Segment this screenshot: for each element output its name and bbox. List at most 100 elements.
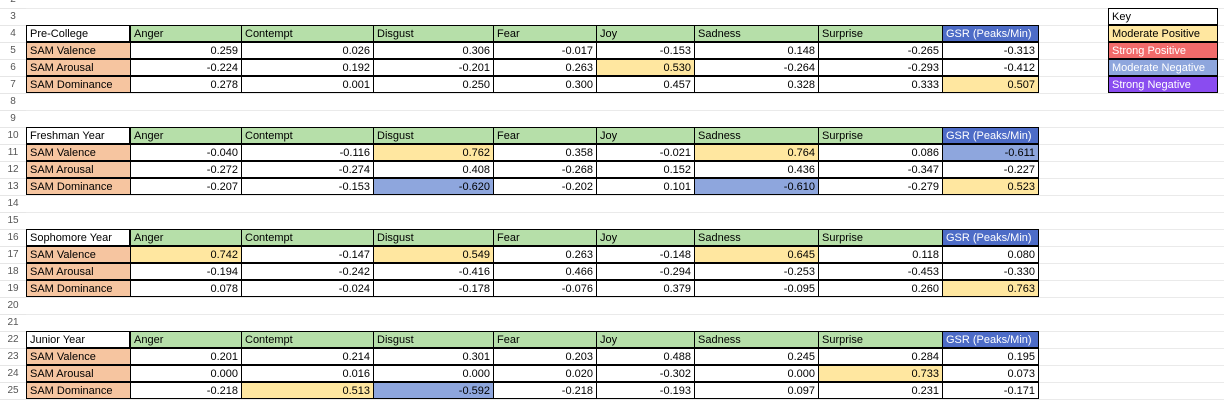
row-header[interactable]: 5 bbox=[0, 42, 26, 60]
data-cell[interactable]: -0.224 bbox=[130, 59, 242, 76]
data-cell[interactable]: 0.231 bbox=[818, 382, 943, 399]
column-header[interactable]: Joy bbox=[596, 127, 695, 144]
data-cell[interactable]: 0.080 bbox=[942, 246, 1039, 263]
column-header[interactable]: Disgust bbox=[373, 331, 494, 348]
data-cell[interactable]: 0.016 bbox=[241, 365, 374, 382]
data-cell[interactable]: -0.153 bbox=[596, 42, 695, 59]
column-header[interactable]: Surprise bbox=[818, 25, 943, 42]
data-cell[interactable]: 0.530 bbox=[596, 59, 695, 76]
row-header[interactable]: 20 bbox=[0, 297, 26, 315]
column-header[interactable]: Surprise bbox=[818, 331, 943, 348]
row-label[interactable]: SAM Arousal bbox=[26, 263, 131, 280]
row-label[interactable]: SAM Arousal bbox=[26, 59, 131, 76]
data-cell[interactable]: 0.507 bbox=[942, 76, 1039, 93]
data-cell[interactable]: -0.611 bbox=[942, 144, 1039, 161]
data-cell[interactable]: 0.263 bbox=[493, 59, 597, 76]
row-label[interactable]: SAM Dominance bbox=[26, 280, 131, 297]
data-cell[interactable]: -0.017 bbox=[493, 42, 597, 59]
data-cell[interactable]: -0.178 bbox=[373, 280, 494, 297]
row-label[interactable]: SAM Valence bbox=[26, 246, 131, 263]
row-header[interactable]: 11 bbox=[0, 144, 26, 162]
column-header[interactable]: Fear bbox=[493, 331, 597, 348]
data-cell[interactable]: -0.218 bbox=[130, 382, 242, 399]
column-header[interactable]: Contempt bbox=[241, 331, 374, 348]
column-header[interactable]: Anger bbox=[130, 127, 242, 144]
data-cell[interactable]: 0.250 bbox=[373, 76, 494, 93]
data-cell[interactable]: -0.116 bbox=[241, 144, 374, 161]
key-item[interactable]: Moderate Negative bbox=[1108, 59, 1218, 76]
column-header[interactable]: Anger bbox=[130, 25, 242, 42]
data-cell[interactable]: 0.436 bbox=[694, 161, 819, 178]
data-cell[interactable]: 0.000 bbox=[373, 365, 494, 382]
column-header[interactable]: Disgust bbox=[373, 229, 494, 246]
row-header[interactable]: 10 bbox=[0, 127, 26, 145]
data-cell[interactable]: -0.253 bbox=[694, 263, 819, 280]
data-cell[interactable]: 0.379 bbox=[596, 280, 695, 297]
data-cell[interactable]: -0.147 bbox=[241, 246, 374, 263]
data-cell[interactable]: -0.416 bbox=[373, 263, 494, 280]
data-cell[interactable]: 0.764 bbox=[694, 144, 819, 161]
data-cell[interactable]: -0.293 bbox=[818, 59, 943, 76]
data-cell[interactable]: -0.610 bbox=[694, 178, 819, 195]
column-header[interactable]: Sadness bbox=[694, 25, 819, 42]
data-cell[interactable]: 0.358 bbox=[493, 144, 597, 161]
data-cell[interactable]: 0.097 bbox=[694, 382, 819, 399]
data-cell[interactable]: 0.152 bbox=[596, 161, 695, 178]
row-label[interactable]: SAM Arousal bbox=[26, 365, 131, 382]
row-header[interactable]: 19 bbox=[0, 280, 26, 298]
data-cell[interactable]: 0.284 bbox=[818, 348, 943, 365]
data-cell[interactable]: 0.260 bbox=[818, 280, 943, 297]
column-header[interactable]: GSR (Peaks/Min) bbox=[942, 127, 1039, 144]
row-header[interactable]: 22 bbox=[0, 331, 26, 349]
data-cell[interactable]: -0.194 bbox=[130, 263, 242, 280]
row-label[interactable]: SAM Dominance bbox=[26, 178, 131, 195]
data-cell[interactable]: 0.078 bbox=[130, 280, 242, 297]
row-header[interactable]: 6 bbox=[0, 59, 26, 77]
row-label[interactable]: SAM Valence bbox=[26, 348, 131, 365]
row-header[interactable]: 7 bbox=[0, 76, 26, 94]
data-cell[interactable]: 0.328 bbox=[694, 76, 819, 93]
key-item[interactable]: Moderate Positive bbox=[1108, 25, 1218, 42]
row-header[interactable]: 2 bbox=[0, 0, 26, 9]
data-cell[interactable]: -0.148 bbox=[596, 246, 695, 263]
data-cell[interactable]: -0.592 bbox=[373, 382, 494, 399]
column-header[interactable]: Fear bbox=[493, 127, 597, 144]
data-cell[interactable]: 0.001 bbox=[241, 76, 374, 93]
row-header[interactable]: 16 bbox=[0, 229, 26, 247]
data-cell[interactable]: -0.095 bbox=[694, 280, 819, 297]
data-cell[interactable]: 0.203 bbox=[493, 348, 597, 365]
column-header[interactable]: Fear bbox=[493, 25, 597, 42]
column-header[interactable]: GSR (Peaks/Min) bbox=[942, 229, 1039, 246]
data-cell[interactable]: -0.412 bbox=[942, 59, 1039, 76]
data-cell[interactable]: 0.488 bbox=[596, 348, 695, 365]
column-header[interactable]: Joy bbox=[596, 331, 695, 348]
data-cell[interactable]: -0.453 bbox=[818, 263, 943, 280]
column-header[interactable]: GSR (Peaks/Min) bbox=[942, 331, 1039, 348]
column-header[interactable]: GSR (Peaks/Min) bbox=[942, 25, 1039, 42]
data-cell[interactable]: -0.302 bbox=[596, 365, 695, 382]
row-header[interactable]: 25 bbox=[0, 382, 26, 400]
row-header[interactable]: 18 bbox=[0, 263, 26, 281]
row-header[interactable]: 23 bbox=[0, 348, 26, 366]
row-header[interactable]: 8 bbox=[0, 93, 26, 111]
data-cell[interactable]: -0.347 bbox=[818, 161, 943, 178]
row-label[interactable]: SAM Valence bbox=[26, 42, 131, 59]
data-cell[interactable]: 0.020 bbox=[493, 365, 597, 382]
block-title[interactable]: Freshman Year bbox=[26, 127, 130, 144]
data-cell[interactable]: -0.076 bbox=[493, 280, 597, 297]
data-cell[interactable]: -0.294 bbox=[596, 263, 695, 280]
data-cell[interactable]: 0.086 bbox=[818, 144, 943, 161]
row-header[interactable]: 13 bbox=[0, 178, 26, 196]
data-cell[interactable]: -0.202 bbox=[493, 178, 597, 195]
column-header[interactable]: Anger bbox=[130, 331, 242, 348]
column-header[interactable]: Contempt bbox=[241, 25, 374, 42]
data-cell[interactable]: -0.021 bbox=[596, 144, 695, 161]
data-cell[interactable]: -0.040 bbox=[130, 144, 242, 161]
row-header[interactable]: 3 bbox=[0, 8, 26, 26]
data-cell[interactable]: 0.073 bbox=[942, 365, 1039, 382]
data-cell[interactable]: 0.306 bbox=[373, 42, 494, 59]
data-cell[interactable]: 0.000 bbox=[694, 365, 819, 382]
column-header[interactable]: Sadness bbox=[694, 229, 819, 246]
block-title[interactable]: Pre-College bbox=[26, 25, 130, 42]
key-item[interactable]: Strong Negative bbox=[1108, 76, 1218, 93]
